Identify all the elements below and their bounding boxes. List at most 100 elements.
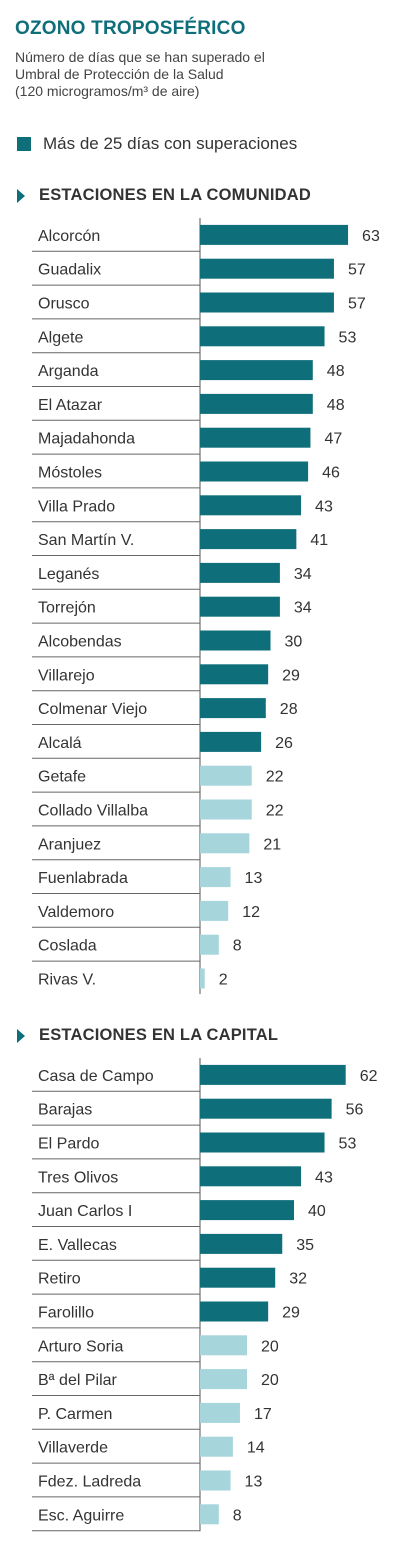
subtitle-line-1: Número de días que se han superado el [15,49,265,65]
bar [200,292,334,313]
value-label: 2 [219,972,228,989]
category-label: Villa Prado [38,498,115,515]
value-label: 28 [280,701,298,718]
bar [200,1402,240,1423]
bar [200,495,302,516]
bar [200,1132,325,1153]
section-title-comunidad: ESTACIONES EN LA COMUNIDAD [17,186,311,205]
value-label: 41 [310,532,328,549]
bar [200,562,280,583]
value-label: 21 [263,836,281,853]
category-label: Coslada [38,938,97,955]
bar [200,1200,294,1221]
bar [200,799,252,820]
category-label: Alcalá [38,735,82,752]
category-label: Alcorcón [38,228,100,245]
bar [200,393,313,414]
bar [200,900,229,921]
bar [200,258,334,279]
bar [200,630,271,651]
value-label: 63 [362,228,380,245]
bar [200,360,313,381]
bar [200,1436,233,1457]
bar-chart-capital: Casa de Campo 62 Barajas 56 El Pardo 53 Tres O… [32,1058,378,1532]
value-label: 47 [324,431,342,448]
legend-swatch [17,137,31,151]
category-label: Alcobendas [38,634,122,651]
value-label: 22 [266,803,284,820]
category-label: El Pardo [38,1136,99,1153]
category-label: Villaverde [38,1440,108,1457]
bar [200,934,219,955]
category-label: Móstoles [38,465,102,482]
bar [200,224,349,245]
category-label: Colmenar Viejo [38,701,147,718]
value-label: 12 [242,904,260,921]
value-label: 57 [348,296,366,313]
category-label: Majadahonda [38,431,135,448]
value-label: 14 [247,1440,265,1457]
category-label: P. Carmen [38,1406,112,1423]
bar [200,1267,276,1288]
category-label: Tres Olivos [38,1169,118,1186]
bar [200,1335,247,1356]
category-label: Getafe [38,769,86,786]
category-label: El Atazar [38,397,103,414]
value-label: 34 [294,600,312,617]
bar [200,1098,332,1119]
value-label: 13 [245,870,263,887]
category-label: Collado Villalba [38,803,148,820]
value-label: 22 [266,769,284,786]
bar [200,765,252,786]
value-label: 13 [245,1474,263,1491]
bar [200,968,205,989]
section-title-capital: ESTACIONES EN LA CAPITAL [17,1026,278,1045]
value-label: 53 [339,329,357,346]
subtitle-line-3: (120 microgramos/m³ de aire) [15,83,200,99]
category-label: Casa de Campo [38,1068,154,1085]
category-label: Orusco [38,296,90,313]
value-label: 20 [261,1372,279,1389]
bar [200,1233,283,1254]
bar [200,529,297,550]
subtitle-line-2: Umbral de Protección de la Salud [15,66,224,82]
section-label-capital: ESTACIONES EN LA CAPITAL [39,1026,279,1044]
chart-subtitle: Número de días que se han superado el Um… [15,49,405,100]
chart-title: OZONO TROPOSFÉRICO [15,18,246,39]
bar [200,1470,231,1491]
section-marker-icon [17,1028,25,1043]
value-label: 20 [261,1338,279,1355]
value-label: 26 [275,735,293,752]
value-label: 30 [285,634,303,651]
category-label: Valdemoro [38,904,114,921]
bar [200,1504,219,1525]
bar [200,596,280,617]
bar [200,731,262,752]
category-label: Farolillo [38,1305,94,1322]
category-label: Retiro [38,1271,81,1288]
legend: Más de 25 días con superaciones [17,134,297,154]
bar [200,461,309,482]
category-label: Rivas V. [38,972,96,989]
category-label: Leganés [38,566,99,583]
category-label: Villarejo [38,667,95,684]
bar [200,833,250,854]
category-label: Bª del Pilar [38,1372,118,1389]
value-label: 8 [233,938,242,955]
category-label: Esc. Aguirre [38,1507,124,1524]
value-label: 48 [327,397,345,414]
category-label: Fuenlabrada [38,870,128,887]
bar [200,1301,269,1322]
value-label: 34 [294,566,312,583]
bar [200,326,325,347]
category-label: Juan Carlos I [38,1203,132,1220]
value-label: 46 [322,465,340,482]
value-label: 40 [308,1203,326,1220]
value-label: 43 [315,498,333,515]
value-label: 53 [339,1136,357,1153]
value-label: 29 [282,1305,300,1322]
bar-chart-comunidad: Alcorcón 63 Guadalix 57 Orusco 57 Algete 53 Arga… [32,218,380,994]
bar [200,664,269,685]
category-label: San Martín V. [38,532,134,549]
value-label: 8 [233,1507,242,1524]
